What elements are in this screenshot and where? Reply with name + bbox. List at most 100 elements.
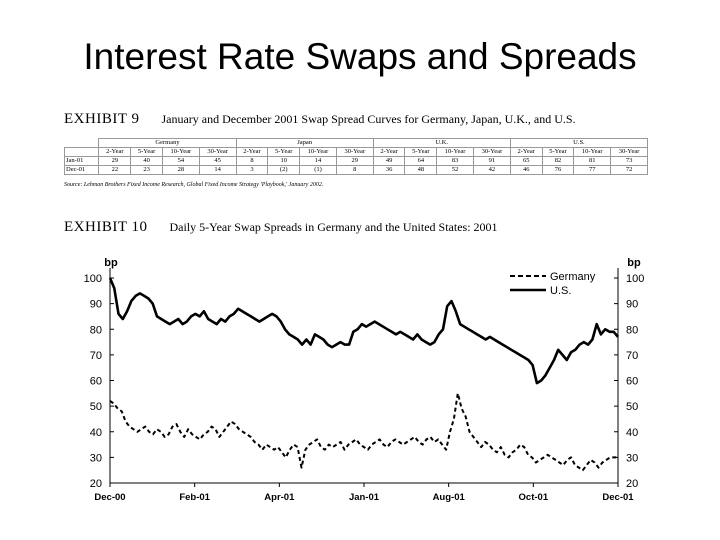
table-cell: (2) xyxy=(267,165,301,175)
table-maturity-header: 10-Year xyxy=(161,147,200,157)
table-cell: 29 xyxy=(98,156,132,166)
table-maturity-header: 5-Year xyxy=(404,147,438,157)
y-tick-label-left: 30 xyxy=(90,452,102,464)
y-tick-label-right: 60 xyxy=(626,376,638,388)
exhibit9-title: January and December 2001 Swap Spread Cu… xyxy=(161,112,576,126)
table-cell: 3 xyxy=(235,165,269,175)
table-group-header: U.S. xyxy=(509,138,649,148)
table-cell: (1) xyxy=(299,165,337,175)
exhibit10-title: Daily 5-Year Swap Spreads in Germany and… xyxy=(169,220,498,234)
table-cell: 42 xyxy=(473,165,511,175)
x-tick-label: Oct-01 xyxy=(519,492,549,503)
table-row-label: Jan-01 xyxy=(63,156,100,166)
exhibit9-heading: EXHIBIT 9 January and December 2001 Swap… xyxy=(64,110,576,128)
table-cell: 76 xyxy=(541,165,575,175)
y-tick-label-left: 60 xyxy=(90,376,102,388)
table-cell: 91 xyxy=(473,156,511,166)
x-tick-label: Dec-00 xyxy=(94,492,125,503)
table-body: Jan-01 29 40 54 45 8 10 14 29 49 64 83 91 65 82 81 73 Dec… xyxy=(63,156,648,175)
table-maturity-header: 5-Year xyxy=(130,147,163,157)
y-tick-label-left: 50 xyxy=(90,401,102,413)
y-tick-label-left: 100 xyxy=(84,273,102,285)
table-corner-2 xyxy=(63,147,100,157)
table-group-row: Germany Japan U.K. U.S. xyxy=(65,138,649,148)
table-cell: 14 xyxy=(299,156,337,166)
table-group-header: Germany xyxy=(98,138,237,148)
table-cell: 73 xyxy=(610,156,648,166)
table-cell: 22 xyxy=(98,165,132,175)
table-cell: 36 xyxy=(372,165,406,175)
y-axis-unit-right: bp xyxy=(627,257,641,269)
legend-label: Germany xyxy=(550,271,596,283)
table-cell: 65 xyxy=(509,156,543,166)
exhibit9-label: EXHIBIT 9 xyxy=(64,111,140,127)
table-cell: 82 xyxy=(541,156,575,166)
table-maturity-header: 2-Year xyxy=(372,147,406,157)
swap-spread-chart: bp bp 20 20 30 30 40 40 50 50 60 60 70 70 80 80 90 90 100 1… xyxy=(84,257,645,503)
table-maturity-header: 2-Year xyxy=(235,147,269,157)
exhibit10-heading: EXHIBIT 10 Daily 5-Year Swap Spreads in … xyxy=(64,218,498,236)
table-cell: 10 xyxy=(267,156,301,166)
table-group-header: U.K. xyxy=(372,138,511,148)
y-tick-label-right: 80 xyxy=(626,324,638,336)
table-maturity-header: 10-Year xyxy=(573,147,612,157)
table-corner xyxy=(65,139,99,148)
y-tick-label-left: 20 xyxy=(90,478,102,490)
table-maturity-header: 2-Year xyxy=(509,147,543,157)
table-cell: 46 xyxy=(509,165,543,175)
legend-label: U.S. xyxy=(550,285,571,297)
x-tick-label: Aug-01 xyxy=(433,492,466,503)
y-tick-label-left: 90 xyxy=(90,299,102,311)
table-cell: 81 xyxy=(573,156,612,166)
y-tick-label-right: 40 xyxy=(626,427,638,439)
table-cell: 28 xyxy=(161,165,200,175)
table-row-label: Dec-01 xyxy=(63,165,100,175)
y-axis-unit-left: bp xyxy=(104,257,118,269)
x-tick-label: Feb-01 xyxy=(179,492,210,503)
table-cell: 45 xyxy=(198,156,237,166)
x-tick-label: Dec-01 xyxy=(602,492,634,503)
table-cell: 52 xyxy=(436,165,475,175)
table-maturity-header: 30-Year xyxy=(610,147,648,157)
y-tick-label-right: 100 xyxy=(626,273,644,285)
table-cell: 40 xyxy=(130,156,163,166)
y-tick-label-left: 70 xyxy=(90,350,102,362)
table-cell: 8 xyxy=(335,165,374,175)
table-cell: 8 xyxy=(235,156,269,166)
slide-title: Interest Rate Swaps and Spreads xyxy=(83,36,637,77)
y-tick-label-right: 70 xyxy=(626,350,638,362)
series-line-germany xyxy=(109,392,618,472)
table-row: Jan-01 29 40 54 45 8 10 14 29 49 64 83 91 65 82 81 73 xyxy=(63,156,648,166)
table-maturity-header: 30-Year xyxy=(198,147,237,157)
table-maturity-header: 30-Year xyxy=(335,147,374,157)
exhibit10-label: EXHIBIT 10 xyxy=(64,219,148,235)
table-maturity-header: 5-Year xyxy=(541,147,575,157)
y-tick-label-right: 50 xyxy=(626,401,638,413)
table-maturity-header: 10-Year xyxy=(436,147,475,157)
table-cell: 64 xyxy=(404,156,438,166)
table-cell: 83 xyxy=(436,156,475,166)
exhibit9-source: Source: Lehman Brothers Fixed Income Res… xyxy=(64,182,324,188)
x-tick-label: Jan-01 xyxy=(349,492,380,503)
table-maturity-header: 2-Year xyxy=(98,147,132,157)
y-tick-label-left: 40 xyxy=(90,427,102,439)
y-tick-label-right: 90 xyxy=(626,299,638,311)
table-maturity-row: 2-Year 5-Year 10-Year 30-Year 2-Year 5-Year 10… xyxy=(63,147,648,157)
table-cell: 49 xyxy=(372,156,406,166)
table-row: Dec-01 22 23 28 14 3 (2) (1) 8 36 48 52 42 46 76 77 72 xyxy=(63,165,648,175)
y-tick-label-left: 80 xyxy=(90,324,102,336)
table-cell: 54 xyxy=(161,156,200,166)
table-maturity-header: 5-Year xyxy=(267,147,301,157)
table-cell: 23 xyxy=(130,165,163,175)
table-maturity-header: 10-Year xyxy=(299,147,337,157)
table-cell: 14 xyxy=(198,165,237,175)
y-tick-label-right: 20 xyxy=(626,478,638,490)
table-cell: 48 xyxy=(404,165,438,175)
table-cell: 72 xyxy=(610,165,648,175)
series-line-us xyxy=(108,277,619,385)
x-tick-label: Apr-01 xyxy=(264,492,295,503)
table-cell: 29 xyxy=(335,156,374,166)
table-group-header: Japan xyxy=(235,138,374,148)
table-maturity-header: 30-Year xyxy=(473,147,511,157)
table-cell: 77 xyxy=(573,165,612,175)
